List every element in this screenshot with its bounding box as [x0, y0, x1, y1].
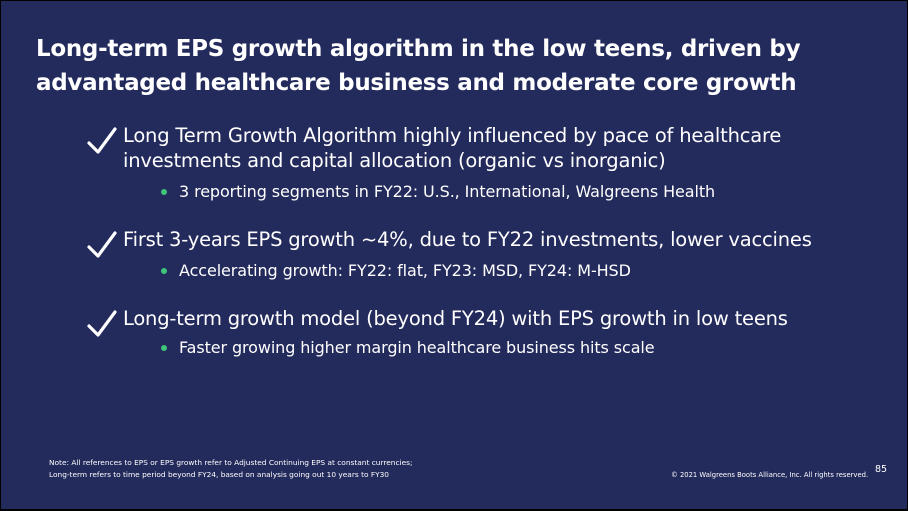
- bullet-item: Long Term Growth Algorithm highly influe…: [87, 123, 877, 203]
- bullet-text: First 3-years EPS growth ~4%, due to FY2…: [123, 228, 812, 251]
- bullet-text: Long Term Growth Algorithm highly influe…: [123, 124, 782, 172]
- sub-bullet: Faster growing higher margin healthcare …: [161, 337, 877, 359]
- footnote-line: Long-term refers to time period beyond F…: [49, 470, 390, 479]
- bullet-dot-icon: [161, 189, 167, 195]
- bullet-item: First 3-years EPS growth ~4%, due to FY2…: [87, 227, 877, 282]
- sub-bullet-text: Faster growing higher margin healthcare …: [179, 338, 655, 357]
- check-icon: [87, 127, 117, 154]
- footnote-line: Note: All references to EPS or EPS growt…: [49, 458, 413, 467]
- slide-title: Long-term EPS growth algorithm in the lo…: [36, 36, 801, 96]
- bullet-item: Long-term growth model (beyond FY24) wit…: [87, 306, 877, 359]
- copyright-notice: © 2021 Walgreens Boots Alliance, Inc. Al…: [671, 471, 869, 479]
- sub-bullet: 3 reporting segments in FY22: U.S., Inte…: [161, 181, 877, 203]
- sub-bullet-text: Accelerating growth: FY22: flat, FY23: M…: [179, 261, 631, 280]
- check-icon: [87, 231, 117, 258]
- bullet-dot-icon: [161, 268, 167, 274]
- footnote: Note: All references to EPS or EPS growt…: [49, 457, 412, 481]
- sub-bullet: Accelerating growth: FY22: flat, FY23: M…: [161, 260, 877, 282]
- check-icon: [87, 310, 117, 337]
- page-number: 85: [875, 464, 888, 475]
- bullet-dot-icon: [161, 345, 167, 351]
- bullet-text: Long-term growth model (beyond FY24) wit…: [123, 307, 788, 330]
- bullet-list: Long Term Growth Algorithm highly influe…: [87, 123, 877, 359]
- sub-bullet-text: 3 reporting segments in FY22: U.S., Inte…: [179, 182, 716, 201]
